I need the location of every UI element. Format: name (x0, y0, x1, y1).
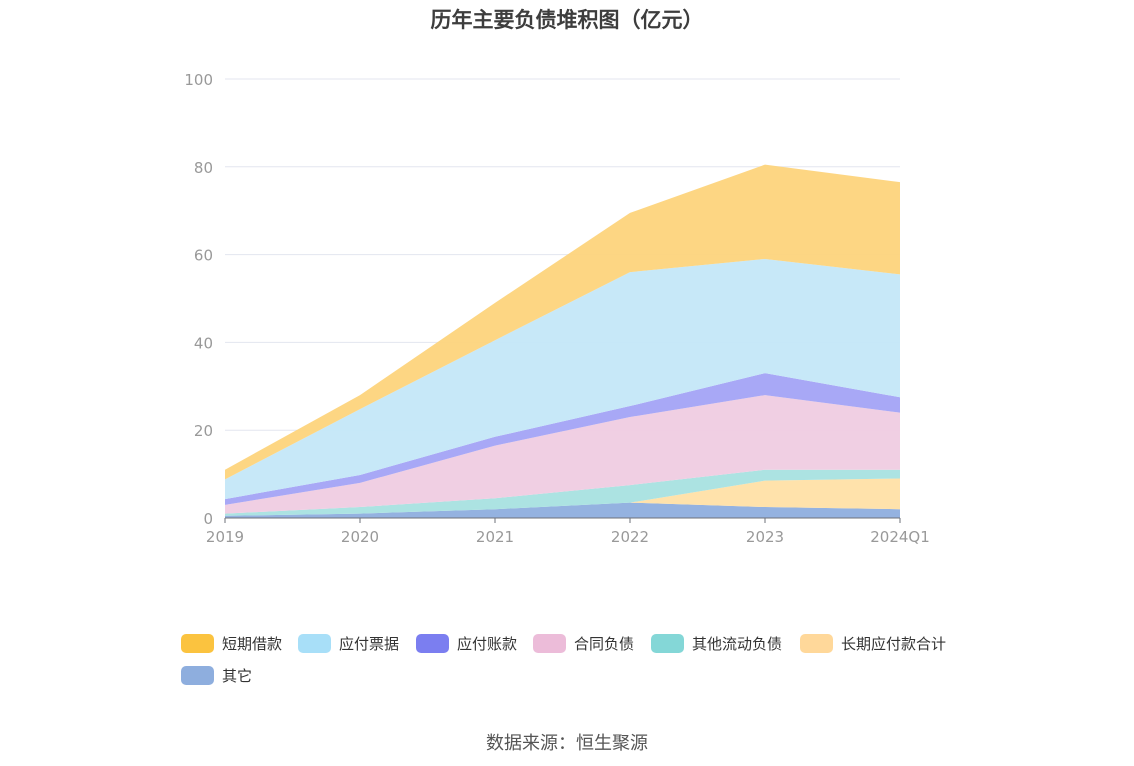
y-tick-label: 100 (184, 71, 213, 89)
y-tick-label: 20 (194, 422, 213, 440)
legend-swatch (651, 633, 684, 653)
legend-label: 长期应付款合计 (841, 634, 947, 653)
x-tick-label: 2021 (476, 528, 514, 546)
x-tick-label: 2024Q1 (870, 528, 930, 546)
legend-swatch (181, 633, 214, 653)
legend-swatch (800, 633, 833, 653)
series-area (225, 258, 900, 500)
y-tick-label: 60 (194, 247, 213, 265)
x-tick-label: 2023 (746, 528, 784, 546)
legend-swatch (416, 633, 449, 653)
legend-label: 应付票据 (339, 634, 400, 653)
legend-swatch (181, 665, 214, 685)
stacked-area-chart: 2019 2020 2021 2022 2023 2024Q1 0 20 40 60 80 100 (184, 71, 930, 546)
y-axis: 0 20 40 60 80 100 (184, 71, 213, 528)
legend-item-other-current-liabilities[interactable]: 其他流动负债 (651, 630, 782, 656)
series-area (225, 469, 900, 516)
legend-item-accounts-payable[interactable]: 应付账款 (416, 630, 517, 656)
series-area (225, 502, 900, 518)
legend-item-contract-liabilities[interactable]: 合同负债 (533, 630, 634, 656)
legend-item-other[interactable]: 其它 (181, 662, 252, 688)
y-tick-label: 0 (203, 510, 213, 528)
legend-swatch (533, 633, 566, 653)
legend-label: 合同负债 (574, 634, 635, 653)
series-area (225, 164, 900, 480)
x-axis: 2019 2020 2021 2022 2023 2024Q1 (206, 517, 930, 546)
chart-title: 历年主要负债堆积图（亿元） (430, 8, 704, 32)
series-area (225, 395, 900, 514)
x-tick-label: 2020 (341, 528, 379, 546)
legend-item-long-term-payables[interactable]: 长期应付款合计 (800, 630, 946, 656)
x-tick-label: 2019 (206, 528, 244, 546)
legend-label: 短期借款 (222, 634, 283, 653)
legend-item-short-term-loans[interactable]: 短期借款 (181, 630, 282, 656)
x-tick-label: 2022 (611, 528, 649, 546)
source-note: 数据来源：恒生聚源 (486, 733, 648, 754)
legend-item-notes-payable[interactable]: 应付票据 (298, 630, 399, 656)
legend-label: 其它 (222, 666, 253, 685)
legend-swatch (298, 633, 331, 653)
series-area (225, 373, 900, 505)
legend-label: 应付账款 (457, 634, 518, 653)
legend-label: 其他流动负债 (692, 634, 783, 653)
y-tick-label: 40 (194, 334, 213, 352)
y-tick-label: 80 (194, 159, 213, 177)
series-areas (225, 164, 900, 518)
series-area (225, 478, 900, 516)
